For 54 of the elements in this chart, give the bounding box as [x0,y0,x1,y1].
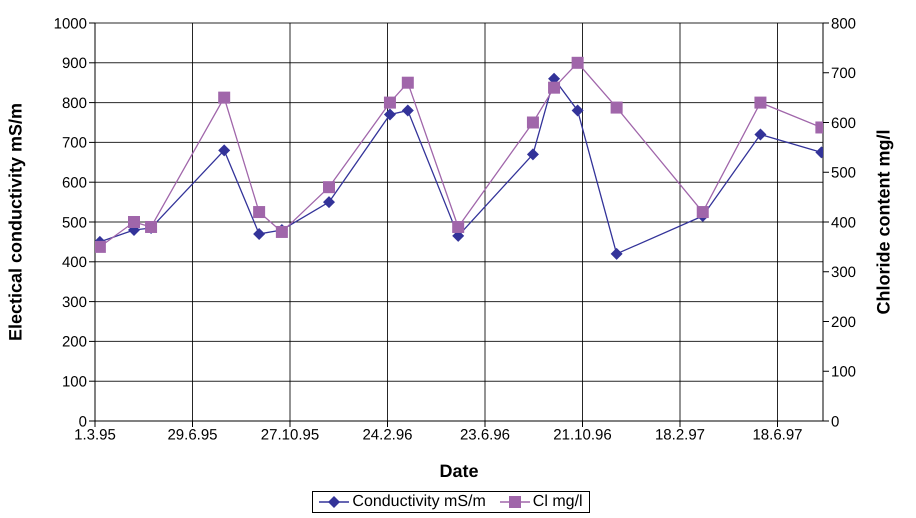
point [610,248,623,260]
y-tick-label: 200 [62,334,87,351]
y-tick-label: 500 [62,214,87,232]
legend-label: Conductivity mS/m [352,493,486,511]
point [572,104,584,117]
y-tick-label: 700 [62,134,87,152]
point [526,148,539,160]
point [253,228,266,240]
point [548,82,560,94]
point [253,206,266,218]
y-tick-label: 800 [62,94,87,112]
y2-tick-label: 400 [831,214,856,232]
x-axis-title: Date [439,461,479,481]
point [402,104,414,117]
point [323,196,335,208]
x-tick-label: 24.2.96 [362,426,413,444]
y2-tick-label: 500 [831,164,856,182]
y2-tick-label: 700 [831,65,856,82]
point [610,102,623,114]
x-tick-label: 23.6.96 [460,426,510,444]
x-tick-label: 29.6.95 [167,426,218,444]
y2-axis-title: Chloride content mg/l [873,129,894,315]
y2-tick-label: 200 [831,314,856,331]
point [95,240,106,253]
point [754,96,766,109]
point [384,96,396,109]
x-tick-label: 21.10.96 [553,426,612,444]
point [323,181,335,194]
point [218,92,230,104]
point [384,108,396,121]
y-tick-label: 400 [62,254,87,272]
point [452,220,464,233]
y-tick-label: 100 [62,374,87,391]
y2-tick-label: 100 [831,364,856,381]
point [218,144,230,156]
legend-label: Cl mg/l [532,493,583,511]
point [572,56,584,69]
y2-tick-label: 800 [831,15,856,32]
point [526,116,539,128]
y-tick-label: 600 [62,174,87,192]
point [754,128,766,140]
y-tick-label: 1000 [54,15,87,32]
x-tick-label: 27.10.95 [260,426,320,444]
point [128,216,140,228]
y2-tick-label: 0 [831,413,840,430]
y-tick-label: 900 [62,55,87,72]
y-axis-title: Electical conductivity mS/m [5,102,26,342]
y2-tick-label: 300 [831,264,856,282]
point [402,76,414,89]
x-tick-label: 18.6.97 [752,426,803,444]
point [696,206,709,218]
x-tick-label: 18.2.97 [654,426,706,444]
y2-tick-label: 600 [831,114,856,132]
y-tick-label: 300 [62,294,87,311]
